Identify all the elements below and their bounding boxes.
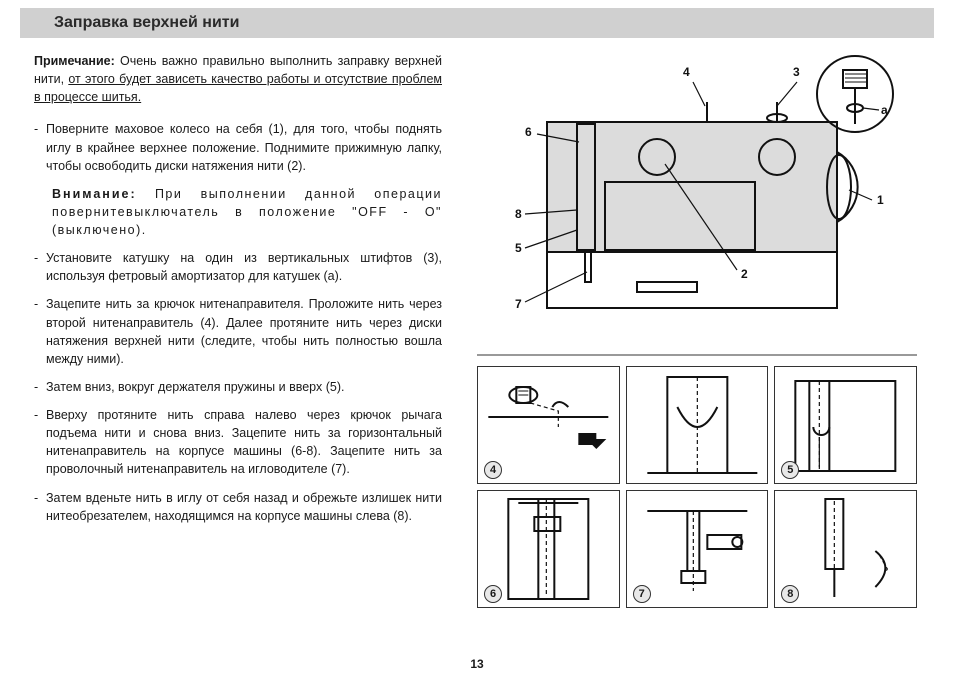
callout-7: 7 bbox=[515, 297, 522, 311]
callout-8: 8 bbox=[515, 207, 522, 221]
list-text: Затем вденьте нить в иглу от себя назад … bbox=[46, 489, 442, 525]
page-number: 13 bbox=[0, 657, 954, 671]
caution-label: Внимание: bbox=[52, 187, 137, 201]
callout-4: 4 bbox=[683, 65, 690, 79]
note-paragraph: Примечание: Очень важно правильно выполн… bbox=[34, 52, 442, 106]
main-diagram: 1 2 3 4 5 6 7 8 bbox=[477, 52, 917, 356]
list-text: Вверху протяните нить справа налево чере… bbox=[46, 406, 442, 479]
callout-1: 1 bbox=[877, 193, 884, 207]
bullet-dash: - bbox=[34, 295, 46, 368]
note-underlined: от этого будет зависеть качество работы … bbox=[34, 72, 442, 104]
callout-6: 6 bbox=[525, 125, 532, 139]
list-text: Зацепите нить за крючок нитенаправителя.… bbox=[46, 295, 442, 368]
note-label: Примечание: bbox=[34, 54, 115, 68]
list-item: - Установите катушку на один из вертикал… bbox=[34, 249, 442, 285]
thumb-8: 8 bbox=[774, 490, 917, 608]
thumb-label: 4 bbox=[484, 461, 502, 479]
text-column: Примечание: Очень важно правильно выполн… bbox=[20, 52, 460, 608]
thumb-label: 6 bbox=[484, 585, 502, 603]
section-title: Заправка верхней нити bbox=[54, 14, 920, 32]
bullet-dash: - bbox=[34, 249, 46, 285]
list-text: Поверните маховое колесо на себя (1), дл… bbox=[46, 120, 442, 174]
list-item: - Зацепите нить за крючок нитенаправител… bbox=[34, 295, 442, 368]
thumb-6: 6 bbox=[477, 490, 620, 608]
section-header: Заправка верхней нити bbox=[20, 8, 934, 38]
thumb-label: 7 bbox=[633, 585, 651, 603]
bullet-dash: - bbox=[34, 406, 46, 479]
list-item: - Затем вденьте нить в иглу от себя наза… bbox=[34, 489, 442, 525]
list-item: - Затем вниз, вокруг держателя пружины и… bbox=[34, 378, 442, 396]
list-item: - Вверху протяните нить справа налево че… bbox=[34, 406, 442, 479]
bullet-dash: - bbox=[34, 378, 46, 396]
bullet-dash: - bbox=[34, 489, 46, 525]
bullet-dash: - bbox=[34, 120, 46, 174]
thumb-middle bbox=[626, 366, 769, 484]
figure-column: 1 2 3 4 5 6 7 8 bbox=[460, 52, 934, 608]
list-item: - Поверните маховое колесо на себя (1), … bbox=[34, 120, 442, 174]
callout-5: 5 bbox=[515, 241, 522, 255]
thumb-4: 4 bbox=[477, 366, 620, 484]
thumb-5: 5 bbox=[774, 366, 917, 484]
callout-2: 2 bbox=[741, 267, 748, 281]
thumb-7: 7 bbox=[626, 490, 769, 608]
content-wrap: Примечание: Очень важно правильно выполн… bbox=[0, 52, 954, 608]
list-text: Установите катушку на один из вертикальн… bbox=[46, 249, 442, 285]
callout-a: a bbox=[881, 103, 888, 117]
list-text: Затем вниз, вокруг держателя пружины и в… bbox=[46, 378, 442, 396]
thumbnail-row-1: 4 5 bbox=[477, 366, 917, 608]
caution-paragraph: Внимание: При выполнении данной операции… bbox=[52, 185, 442, 239]
callout-3: 3 bbox=[793, 65, 800, 79]
